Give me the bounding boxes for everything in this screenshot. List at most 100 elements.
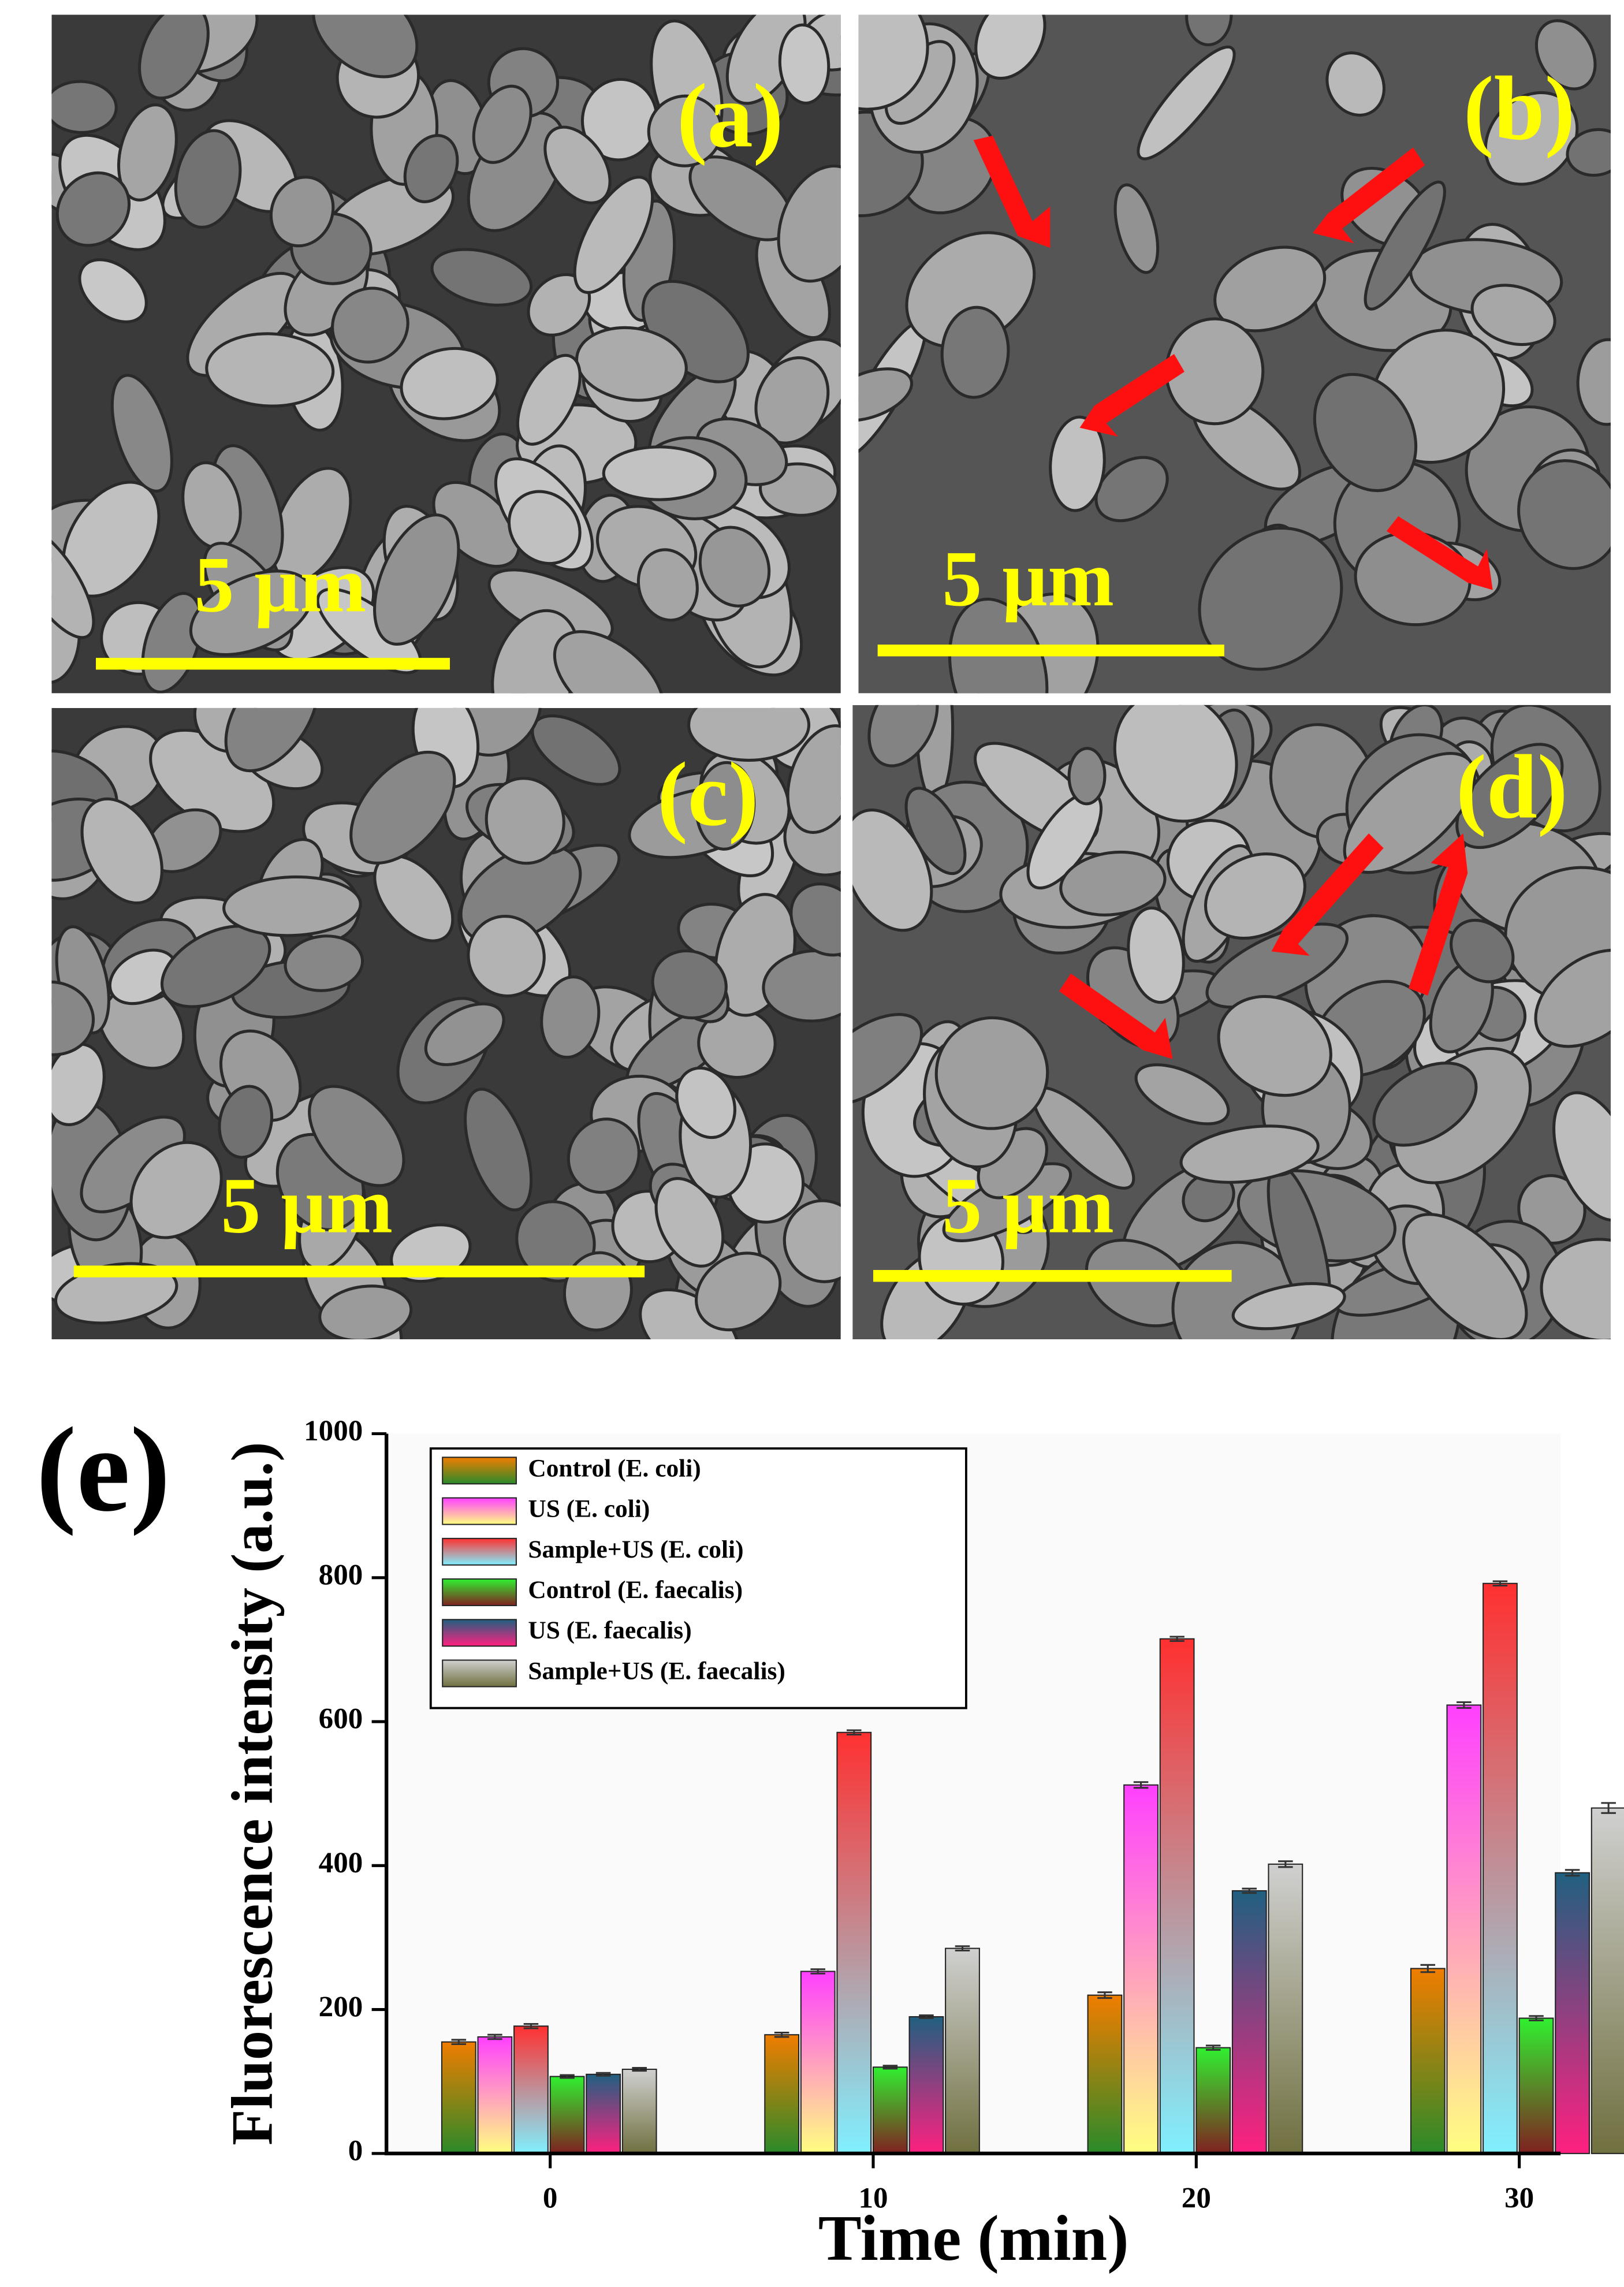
sem-texture <box>516 353 582 446</box>
sem-image <box>51 14 841 694</box>
sem-texture <box>543 125 612 204</box>
panel-label: (e) <box>36 1403 170 1537</box>
error-bar <box>882 2065 898 2070</box>
error-bar <box>1278 1860 1293 1868</box>
sem-texture <box>858 14 929 111</box>
legend-swatch <box>442 1578 517 1607</box>
y-tick-label: 400 <box>319 1846 363 1879</box>
error-bar <box>847 1729 862 1736</box>
sem-texture <box>783 1199 841 1283</box>
sem-texture <box>117 103 178 202</box>
bar <box>1555 1872 1590 2154</box>
bar <box>836 1731 872 2154</box>
scale-bar-label: 5 µm <box>221 1161 393 1250</box>
sem-texture <box>51 1042 106 1126</box>
sem-texture <box>1534 19 1597 91</box>
bar <box>800 1971 836 2154</box>
sem-texture <box>567 1118 640 1194</box>
error-bar <box>523 2022 539 2029</box>
sem-texture <box>852 809 933 932</box>
sem-texture <box>1313 373 1418 493</box>
sem-texture <box>1325 51 1386 117</box>
arrow <box>973 135 1051 248</box>
panel-label: (b) <box>1463 58 1575 159</box>
sem-texture <box>540 975 601 1059</box>
sem-image <box>852 705 1611 1340</box>
bar <box>1231 1890 1267 2154</box>
error-bar <box>632 2067 647 2072</box>
sem-texture <box>778 23 830 105</box>
error-bar <box>955 1945 970 1951</box>
arrow <box>1079 353 1185 437</box>
sem-image <box>51 707 841 1340</box>
scale-bar-label: 5 µm <box>194 540 366 628</box>
bar <box>1591 1807 1624 2154</box>
bar <box>1195 2047 1231 2154</box>
arrows <box>973 135 1493 1059</box>
sem-texture <box>789 882 841 957</box>
sem-texture <box>1576 338 1611 426</box>
error-bar <box>451 2039 467 2045</box>
sem-texture <box>284 934 364 992</box>
sem-texture <box>1450 918 1515 984</box>
bar <box>586 2073 621 2154</box>
legend-label: US (E. faecalis) <box>528 1616 691 1644</box>
sem-texture <box>485 777 565 865</box>
sem-texture <box>222 875 362 937</box>
sem-texture <box>472 84 532 164</box>
legend-label: Sample+US (E. coli) <box>528 1536 743 1563</box>
bar <box>764 2034 800 2154</box>
sem-texture <box>55 171 131 247</box>
legend-swatch <box>442 1457 517 1485</box>
panel-label: (d) <box>1456 737 1568 838</box>
bar <box>1410 1968 1446 2154</box>
bar <box>1518 2017 1554 2154</box>
error-bar <box>1133 1781 1149 1789</box>
arrow <box>1271 833 1384 956</box>
error-bar <box>1420 1964 1436 1973</box>
sem-texture <box>1204 852 1306 940</box>
sem-texture <box>1372 1061 1478 1147</box>
error-bar <box>487 2033 502 2040</box>
sem-texture <box>373 513 460 646</box>
sem-texture <box>1113 705 1238 823</box>
legend-label: US (E. coli) <box>528 1495 650 1523</box>
sem-texture <box>777 164 841 283</box>
sem-texture <box>974 14 1046 80</box>
sem-texture <box>602 445 717 501</box>
sem-texture <box>1179 1124 1320 1184</box>
sem-texture <box>1517 459 1611 570</box>
error-bar <box>1529 2015 1544 2021</box>
sem-texture <box>400 347 499 420</box>
sem-texture <box>129 1141 223 1239</box>
sem-texture <box>224 707 319 773</box>
error-bar <box>1205 2044 1221 2051</box>
legend-label: Control (E. faecalis) <box>528 1576 743 1604</box>
axes <box>384 1433 1561 2156</box>
x-tick-label: 20 <box>1182 2181 1211 2214</box>
sem-texture <box>1137 45 1236 161</box>
sem-texture <box>1113 183 1160 274</box>
sem-texture <box>858 367 914 422</box>
sem-texture <box>1364 180 1446 311</box>
x-axis-label: Time (min) <box>818 2203 1129 2274</box>
sem-texture <box>1552 1091 1611 1222</box>
sem-texture <box>695 761 756 851</box>
y-tick-label: 600 <box>319 1703 363 1735</box>
legend-box <box>429 1447 967 1709</box>
x-tick-label: 0 <box>543 2181 558 2214</box>
sem-texture <box>160 925 271 1008</box>
panel-label: (a) <box>677 65 784 166</box>
sem-texture <box>308 1085 405 1187</box>
sem-texture <box>269 176 335 248</box>
sem-texture <box>54 1262 178 1325</box>
sem-texture <box>647 94 723 167</box>
sem-texture <box>205 332 335 408</box>
x-tick-label: 10 <box>858 2181 888 2214</box>
sem-texture <box>852 1012 923 1106</box>
error-bar <box>774 2031 789 2038</box>
y-tick-label: 800 <box>319 1558 363 1591</box>
error-bar <box>1565 1869 1580 1877</box>
sem-texture <box>1205 922 1349 1009</box>
sem-texture <box>1059 850 1167 917</box>
